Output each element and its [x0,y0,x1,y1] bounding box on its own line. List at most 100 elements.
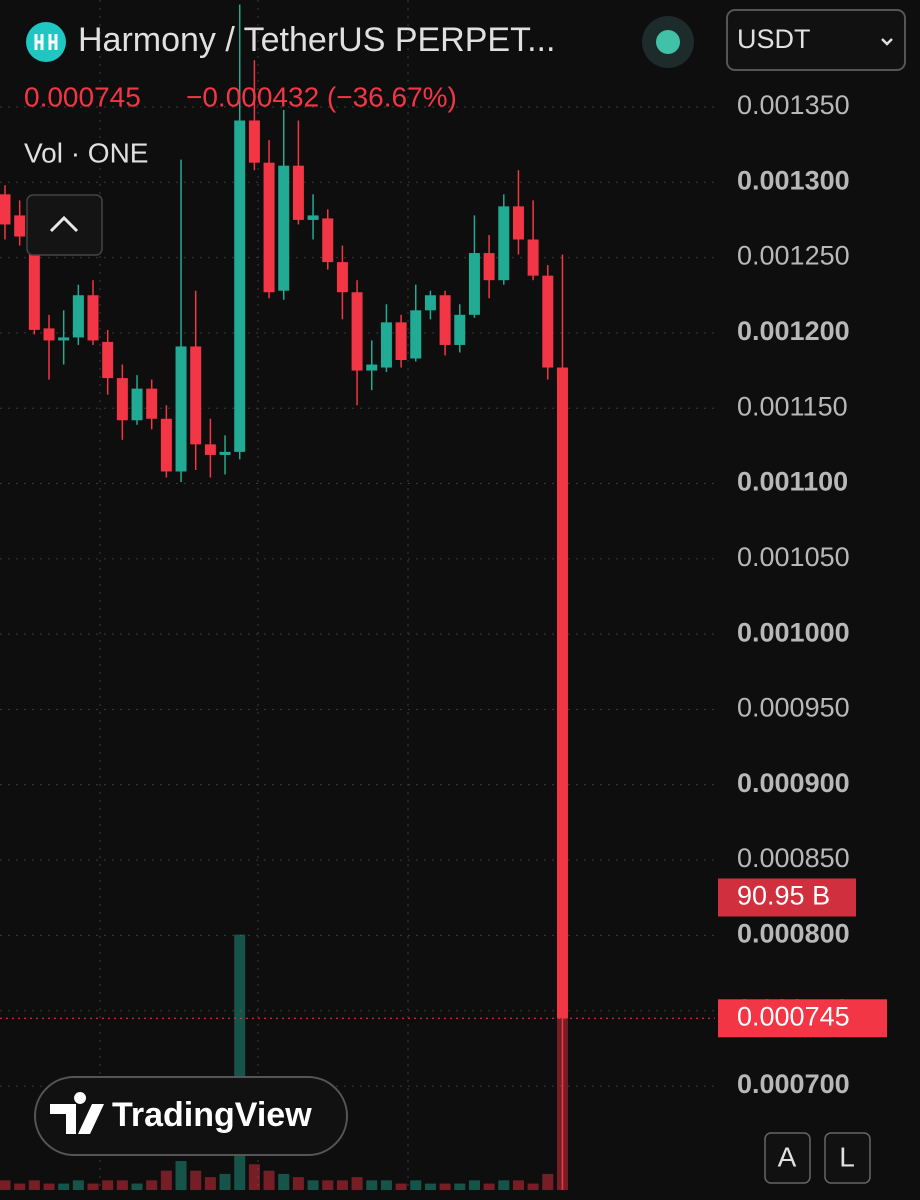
coin-glyph [34,34,58,50]
plot: 0.001350 0.001300 0.001250 0.001200 0.001150… [0,0,887,1190]
volume-bar [146,1180,158,1190]
y-tick-label: 0.000850 [737,843,850,873]
candle-body [292,165,304,220]
symbol-title: Harmony / TetherUS PERPET... [78,21,555,59]
log-scale-button[interactable] [824,1132,871,1184]
candle-body [556,367,568,1019]
candle-body [454,314,466,345]
y-tick-label: 0.000900 [737,768,850,798]
candle-body [146,388,158,419]
volume-bar [380,1180,392,1190]
volume-bar [263,1170,275,1190]
candle-body [204,444,216,455]
auto-scale-label: A [778,1141,797,1172]
currency-label: USDT [737,24,811,54]
collapse-button[interactable] [26,194,103,256]
volume-bar [72,1180,84,1190]
volume-bar [278,1173,290,1190]
candle-body [527,239,539,276]
candle-body [307,215,319,220]
volume-bar [483,1183,495,1190]
candle-body [234,120,246,452]
candle-body [483,253,495,281]
y-tick-label: 0.001100 [737,467,848,497]
y-tick-label: 0.001050 [737,542,850,572]
candle-body [380,322,392,368]
candle-body [263,162,275,293]
candle-body [43,328,55,341]
candle-body [278,165,290,291]
auto-scale-button[interactable] [764,1132,811,1184]
volume-bar [351,1177,363,1190]
candle-body [219,451,231,455]
volume-bar [190,1170,202,1190]
volume-bar [512,1180,524,1190]
candle-body [58,337,70,341]
last-price-tag [718,999,887,1038]
status-dot [656,30,680,54]
y-tick-label: 0.000800 [737,919,850,949]
candle-body [116,378,128,421]
volume-bar [292,1177,304,1190]
volume-bar [336,1180,348,1190]
tradingview-text: TradingView [112,1096,312,1134]
candle-body [351,292,363,371]
volume-bar [204,1177,216,1190]
y-tick-label: 0.001000 [737,617,850,647]
candle-body [131,388,143,421]
volume-bar [14,1183,26,1190]
y-tick-label: 0.001250 [737,241,850,271]
volume-bar [43,1183,55,1190]
candle-body [439,295,451,345]
price-change: −0.000432 (−36.67%) [186,81,457,112]
volume-bar [87,1183,99,1190]
candle-body [14,215,26,237]
volume-bar [322,1180,334,1190]
y-tick-label: 0.001200 [737,316,850,346]
candle-body [0,194,11,225]
y-tick-label: 0.001150 [737,391,848,421]
candle-body [366,364,378,371]
currency-select[interactable] [726,9,906,71]
volume-bar [28,1180,40,1190]
candle-body [175,346,187,472]
volume-bar [366,1180,378,1190]
volume-bar [248,1164,260,1190]
candle-body [395,322,407,361]
volume-legend: Vol · ONE [24,137,148,168]
volume-bar [175,1161,187,1190]
candle-body [468,253,480,315]
log-scale-label: L [839,1141,855,1172]
volume-bar [58,1183,70,1190]
candle-body [72,295,84,338]
candle-body [512,206,524,240]
candle-body [542,275,554,368]
candle-body [248,120,260,163]
tradingview-badge[interactable] [34,1076,348,1156]
volume-bar [116,1180,128,1190]
coin-icon [26,22,66,62]
volume-bar [454,1183,466,1190]
collapse-icon [49,215,79,233]
volume-bar [468,1180,480,1190]
dropdown-arrow [881,38,893,46]
volume-bar [542,1173,554,1190]
volume-bar [527,1183,539,1190]
volume-bar [424,1183,436,1190]
volume-tag-label: 90.95 B [737,881,830,911]
candle-body [322,218,334,263]
candle-body [410,310,422,359]
volume-bar [160,1170,172,1190]
candle-body [160,418,172,472]
volume-bar [102,1180,114,1190]
volume-tag [718,878,856,917]
candle-body [87,295,99,341]
volume-bar [219,1173,231,1190]
volume-bar [234,934,246,1190]
tradingview-logo [50,1092,104,1134]
y-tick-label: 0.001300 [737,165,850,195]
candle-body [102,341,114,379]
volume-bar [0,1180,11,1190]
candle-body [498,206,510,281]
